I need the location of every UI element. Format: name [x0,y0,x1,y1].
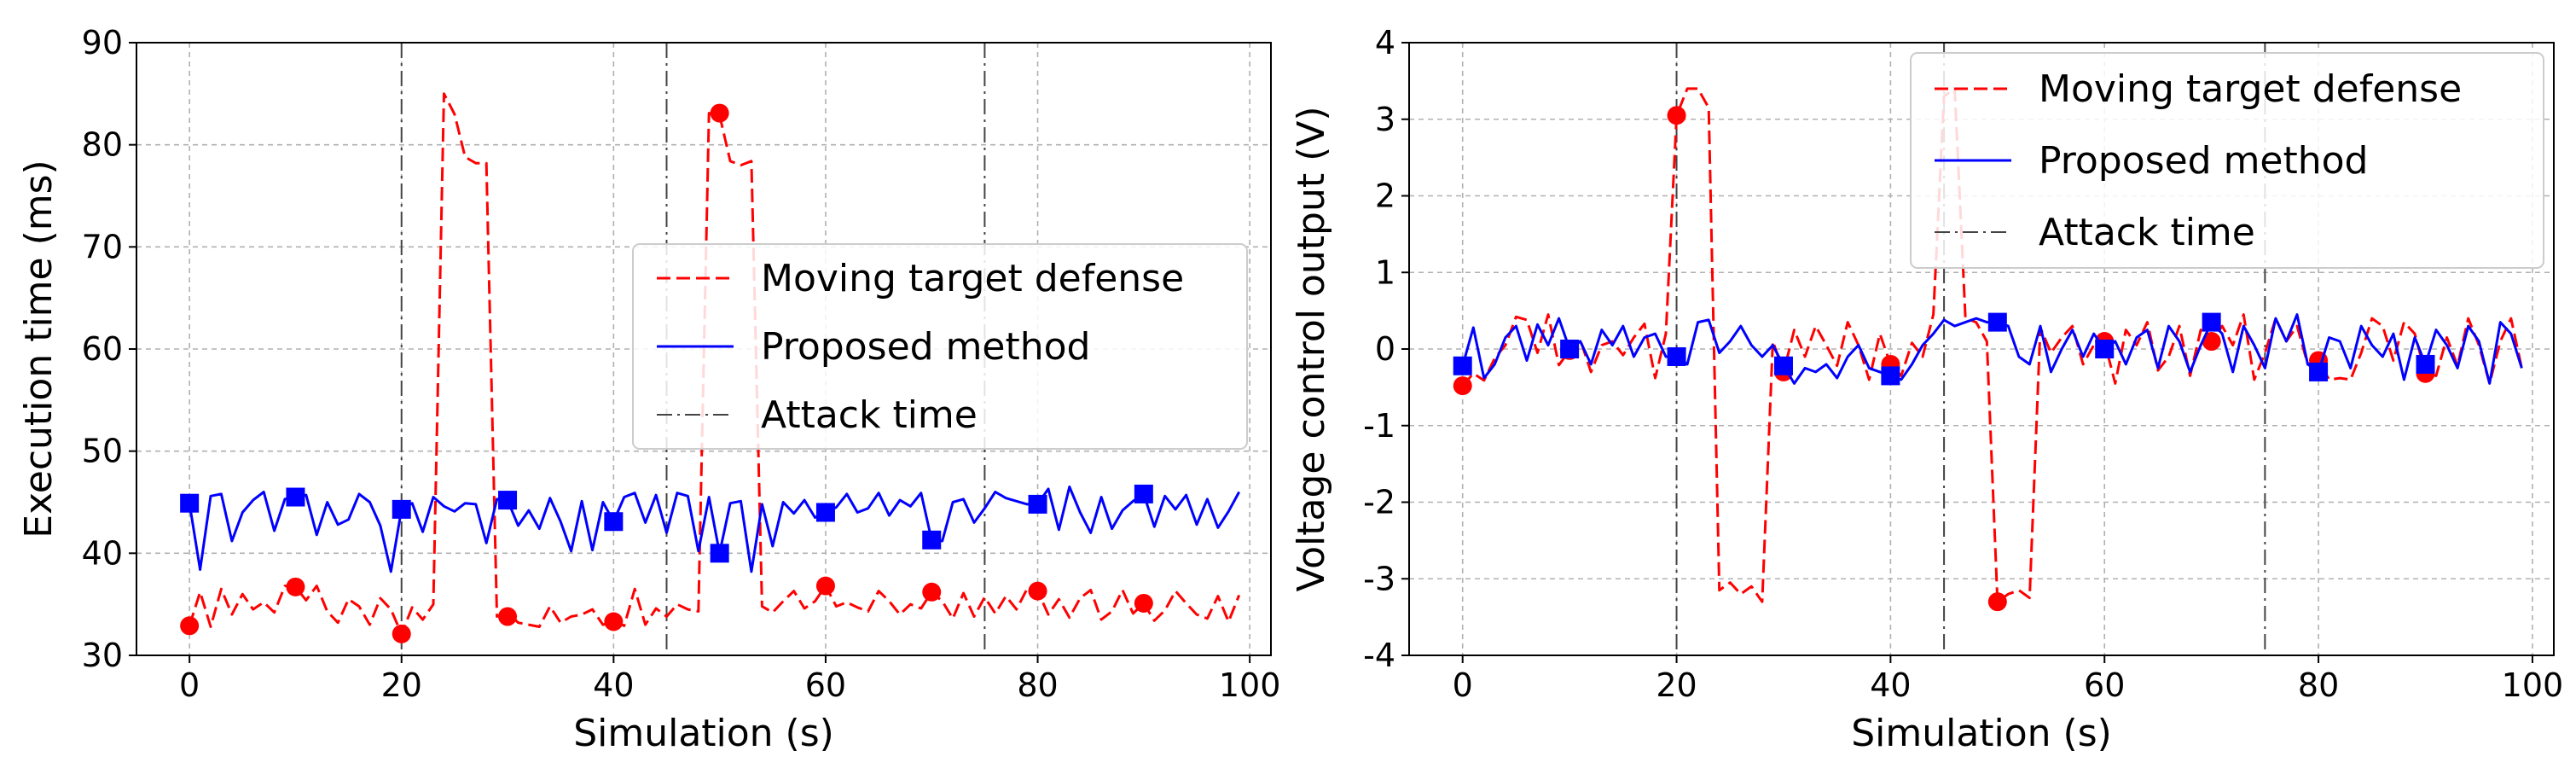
proposed-method-marker [2202,312,2221,332]
moving-target-defense-marker [498,607,518,626]
moving-target-defense-marker [1134,593,1153,613]
x-tick-label: 80 [2298,666,2339,704]
legend-box [632,243,1248,450]
legend-box [1910,52,2544,269]
legend-entry: Attack time [2039,211,2255,254]
x-tick-label: 100 [1219,666,1281,704]
moving-target-defense-marker [710,103,729,123]
proposed-method-marker [1560,340,1580,358]
proposed-method-marker [1028,494,1047,514]
y-tick-label: 90 [82,24,123,61]
y-tick-label: 2 [1375,177,1395,215]
legend-entry: Proposed method [761,325,1090,369]
proposed-method-marker [1453,356,1472,375]
moving-target-defense-marker [392,624,411,643]
proposed-method-marker [2416,354,2435,374]
y-axis-label: Execution time (ms) [17,160,61,538]
y-tick-label: -4 [1363,637,1395,674]
moving-target-defense-line [188,92,1241,636]
x-tick-label: 100 [2502,666,2564,704]
x-axis-label: Simulation (s) [1851,712,2112,755]
x-tick-label: 60 [805,666,846,704]
x-tick-label: 40 [1870,666,1911,704]
legend: Moving target defense Proposed method Atta… [1910,52,2544,269]
y-tick-label: 3 [1375,101,1395,138]
proposed-method-marker [1134,484,1153,503]
proposed-method-line [188,486,1241,573]
legend-entry: Moving target defense [2039,67,2462,111]
y-tick-label: 4 [1375,24,1395,61]
y-tick-label: 70 [82,228,123,265]
x-tick-label: 20 [1656,666,1697,704]
moving-target-defense-marker [1453,376,1472,396]
proposed-method-marker [1773,356,1793,375]
proposed-method-marker [1987,312,2007,332]
y-axis-label: Voltage control output (V) [1290,106,1333,591]
proposed-method-marker [815,503,835,522]
proposed-method-marker [1667,346,1686,366]
moving-target-defense-marker [1667,106,1686,125]
moving-target-defense-marker [1987,592,2007,612]
proposed-method-marker [2309,362,2329,381]
proposed-method-marker [392,499,411,519]
proposed-method-marker [922,530,942,550]
y-tick-label: 50 [82,433,123,470]
x-tick-label: 0 [1453,666,1473,704]
moving-target-defense-line [1461,87,2523,603]
moving-target-defense-marker [815,576,835,596]
proposed-method-marker [2095,340,2115,358]
x-tick-label: 40 [593,666,634,704]
x-tick-label: 80 [1017,666,1058,704]
y-tick-label: -1 [1363,407,1395,445]
x-tick-label: 20 [381,666,422,704]
y-tick-label: 60 [82,330,123,368]
proposed-method-marker [286,487,305,507]
proposed-method-marker [498,491,518,510]
moving-target-defense-marker [1028,581,1047,601]
legend: Moving target defense Proposed method Atta… [632,243,1248,450]
x-tick-label: 0 [179,666,200,704]
x-tick-label: 60 [2084,666,2125,704]
y-tick-label: -3 [1363,560,1395,597]
x-axis-label: Simulation (s) [573,712,834,755]
y-tick-label: 80 [82,126,123,164]
legend-entry: Attack time [761,393,978,437]
proposed-method-marker [180,493,200,513]
moving-target-defense-marker [180,616,200,636]
y-tick-label: 0 [1375,330,1395,368]
moving-target-defense-marker [922,582,942,602]
moving-target-defense-marker [2202,332,2221,352]
y-tick-label: -2 [1363,484,1395,521]
moving-target-defense-marker [286,577,305,596]
voltage-output-chart: 0 20 40 60 80 100 -4 -3 -2 -1 0 1 2 3 4 Simulation (s) V… [1290,24,2563,755]
proposed-method-marker [1881,366,1900,386]
proposed-method-marker [710,544,729,563]
legend-entry: Moving target defense [761,257,1184,300]
proposed-method-marker [604,512,624,532]
execution-time-chart: 0 20 40 60 80 100 30 40 50 60 70 80 90 Simulation (s)… [17,24,1280,755]
y-tick-label: 40 [82,534,123,572]
y-tick-label: 30 [82,637,123,674]
y-tick-label: 1 [1375,253,1395,291]
legend-entry: Proposed method [2039,139,2368,183]
moving-target-defense-marker [604,612,624,631]
